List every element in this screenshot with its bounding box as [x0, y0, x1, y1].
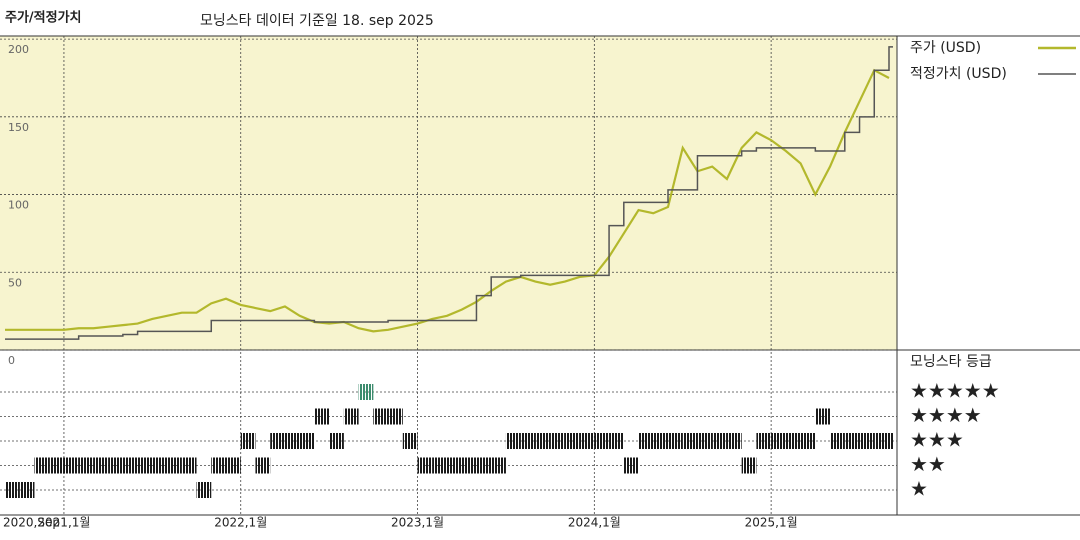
rating-mark: [785, 433, 801, 449]
x-tick-label: 2022,1월: [214, 516, 267, 530]
series-line: [5, 46, 893, 340]
rating-mark: [388, 408, 403, 425]
rating-mark: [550, 433, 565, 449]
rating-mark: [564, 433, 580, 449]
rating-mark: [226, 457, 241, 474]
x-tick-label: 2025,1월: [745, 516, 798, 530]
y-tick-label: 150: [8, 121, 29, 134]
rating-label: ★★★★: [910, 403, 982, 427]
rating-mark: [211, 457, 226, 474]
rating-mark: [167, 457, 182, 474]
rating-mark: [520, 433, 536, 449]
rating-mark: [609, 433, 624, 449]
x-tick-label: 2024,1월: [568, 516, 621, 530]
rating-mark: [63, 457, 79, 474]
rating-mark: [358, 384, 374, 400]
rating-mark: [181, 457, 197, 474]
rating-mark: [579, 433, 595, 449]
rating-mark: [108, 457, 123, 474]
rating-mark: [78, 457, 94, 474]
rating-mark: [240, 433, 256, 449]
rating-mark: [844, 433, 860, 449]
rating-mark: [594, 433, 610, 449]
rating-mark: [756, 433, 772, 449]
series-line: [5, 68, 890, 333]
y-tick-label: 100: [8, 199, 29, 212]
rating-mark: [712, 433, 727, 449]
y-tick-label: 200: [8, 43, 29, 56]
x-tick-label: 2023,1월: [391, 516, 444, 530]
rating-mark: [682, 433, 698, 449]
rating-mark: [491, 457, 506, 474]
rating-mark: [314, 408, 330, 425]
rating-title: 모닝스타 등급: [910, 354, 992, 370]
rating-mark: [697, 433, 713, 449]
rating-mark: [5, 482, 20, 498]
rating-mark: [638, 433, 654, 449]
rating-mark: [668, 433, 683, 449]
rating-mark: [137, 457, 153, 474]
rating-mark: [830, 433, 845, 449]
rating-mark: [800, 433, 816, 449]
rating-mark: [447, 457, 462, 474]
chart-subtitle: 모닝스타 데이터 기준일 18. sep 2025: [200, 13, 434, 29]
x-tick-label: 2020,Sep: [3, 516, 60, 530]
rating-mark: [49, 457, 64, 474]
rating-mark: [255, 457, 271, 474]
rating-mark: [152, 457, 168, 474]
rating-mark: [270, 433, 285, 449]
rating-mark: [476, 457, 492, 474]
rating-mark: [34, 457, 50, 474]
rating-mark: [93, 457, 109, 474]
rating-label: ★★★★★: [910, 379, 1000, 403]
rating-mark: [653, 433, 668, 449]
rating-mark: [196, 482, 212, 498]
rating-mark: [299, 433, 315, 449]
rating-mark: [402, 433, 418, 449]
rating-mark: [741, 457, 757, 474]
rating-mark: [122, 457, 138, 474]
rating-mark: [859, 433, 875, 449]
rating-mark: [505, 433, 521, 449]
rating-mark: [726, 433, 742, 449]
rating-mark: [461, 457, 477, 474]
y-tick-label: 0: [8, 354, 15, 367]
rating-mark: [535, 433, 551, 449]
rating-mark: [815, 408, 831, 425]
rating-label: ★: [910, 477, 928, 501]
rating-label: ★★★: [910, 428, 964, 452]
rating-mark: [19, 482, 35, 498]
rating-mark: [417, 457, 433, 474]
plot-background: [0, 36, 897, 350]
rating-mark: [623, 457, 639, 474]
rating-mark: [889, 433, 893, 449]
rating-label: ★★: [910, 452, 946, 476]
rating-mark: [284, 433, 300, 449]
chart-title: 주가/적정가치: [5, 10, 82, 26]
rating-mark: [771, 433, 786, 449]
legend-label: 주가 (USD): [910, 40, 981, 56]
rating-mark: [329, 433, 344, 449]
y-tick-label: 50: [8, 276, 22, 289]
rating-mark: [874, 433, 889, 449]
x-tick-label: 2021,1월: [37, 516, 90, 530]
rating-mark: [432, 457, 447, 474]
legend-label: 적정가치 (USD): [910, 66, 1007, 82]
rating-mark: [373, 408, 389, 425]
rating-mark: [343, 408, 359, 425]
